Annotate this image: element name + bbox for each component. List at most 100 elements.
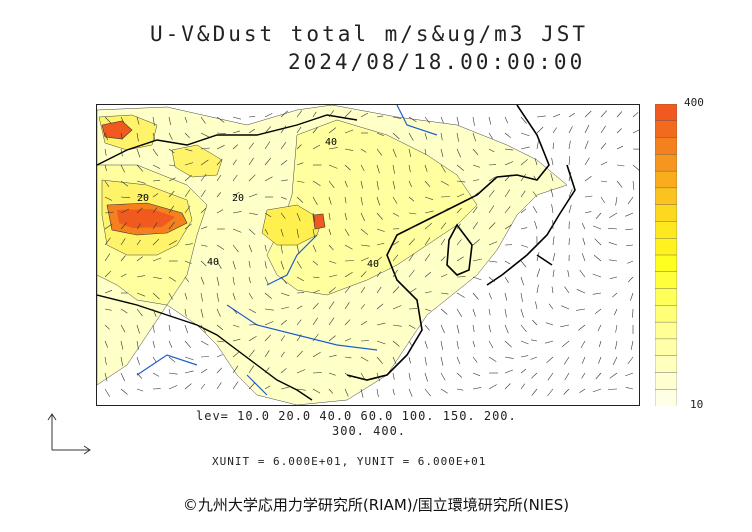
contour-label: 20 [137,193,149,204]
wind-vector [264,367,270,374]
wind-vector [248,308,257,314]
contour-label: 40 [367,259,379,270]
wind-vector [376,372,380,382]
wind-vector [424,271,432,278]
wind-vector [456,207,462,214]
wind-vector [392,324,402,327]
wind-vector [592,273,602,278]
wind-vector [580,340,586,349]
wind-vector [424,116,431,124]
wind-vector [584,157,590,166]
wind-vector [568,204,572,214]
colorbar-swatch [654,204,678,223]
wind-vector [312,333,319,342]
wind-vector [376,228,385,232]
wind-vector [615,340,618,350]
wind-vector [152,164,161,169]
wind-vector [296,110,303,118]
wind-vector [472,132,476,142]
wind-vector [488,222,496,230]
wind-vector [328,260,337,264]
wind-vector [296,144,302,150]
wind-vector [536,115,546,118]
wind-vector [568,112,575,118]
river-lines [136,105,438,396]
wind-vector [216,260,222,269]
wind-vector [614,308,618,316]
wind-vector [568,140,571,150]
wind-vector [520,190,526,198]
wind-vector [136,223,141,230]
wind-vector [280,212,286,219]
wind-vector [456,239,462,246]
wind-vector [136,239,141,246]
wind-vector [184,260,192,264]
wind-vector [456,308,462,317]
wind-vector [152,308,157,317]
wind-vector [280,160,288,166]
wind-vector [104,148,107,156]
wind-vector [488,116,492,125]
colorbar-swatch [654,389,678,407]
wind-vector [536,126,544,134]
wind-vector [532,319,538,326]
wind-vector [296,244,300,254]
wind-vector [104,211,114,214]
wind-vector [120,222,127,230]
wind-vector [392,164,395,174]
wind-vector [616,111,623,118]
wind-vector [152,193,159,198]
wind-vector [216,308,221,317]
wind-vector [360,287,366,294]
map-svg: 40 40 20 20 40 [97,105,639,405]
wind-vector [328,196,332,205]
wind-vector [344,271,353,278]
wind-vector [344,228,350,236]
wind-vector [296,388,306,391]
wind-vector [104,270,112,278]
colorbar-swatch [654,288,678,307]
wind-vector [488,176,496,182]
contour-label: 40 [207,257,219,268]
wind-vector [168,116,171,126]
wind-vector [564,286,570,294]
wind-vector [152,372,160,377]
wind-vector [376,164,380,174]
wind-vector [264,228,269,235]
wind-vector [520,355,529,358]
wind-vector [392,340,400,347]
wind-vector [504,383,511,390]
wind-vector [296,162,304,166]
wind-vector [264,141,271,150]
wind-vector [200,159,209,166]
colorbar-max-label: 400 [684,96,704,109]
wind-vector [360,148,367,153]
dust-hotspot-north [101,120,133,140]
wind-vector [608,242,618,246]
wind-vector [392,269,398,278]
wind-vector [216,116,225,123]
wind-vector [376,256,383,262]
wind-vector [551,157,554,166]
wind-vector [216,132,226,134]
wind-vector [328,335,336,342]
wind-vector [581,253,586,262]
wind-vector [424,210,434,214]
wind-vector [560,324,570,328]
wind-vector [547,372,554,381]
wind-vector [612,292,618,298]
wind-vector [296,369,306,374]
wind-vector [280,386,289,390]
wind-vector [440,340,443,350]
wind-vector [328,354,337,358]
wind-vector [248,260,251,268]
wind-vector [184,308,187,317]
wind-vector [550,173,554,182]
wind-vector [136,148,141,158]
wind-vector [328,372,336,376]
wind-vector [200,244,208,247]
wind-vector [520,132,530,137]
wind-vector [408,164,411,173]
wind-vector [360,257,369,262]
dust-field-mid [266,119,478,296]
